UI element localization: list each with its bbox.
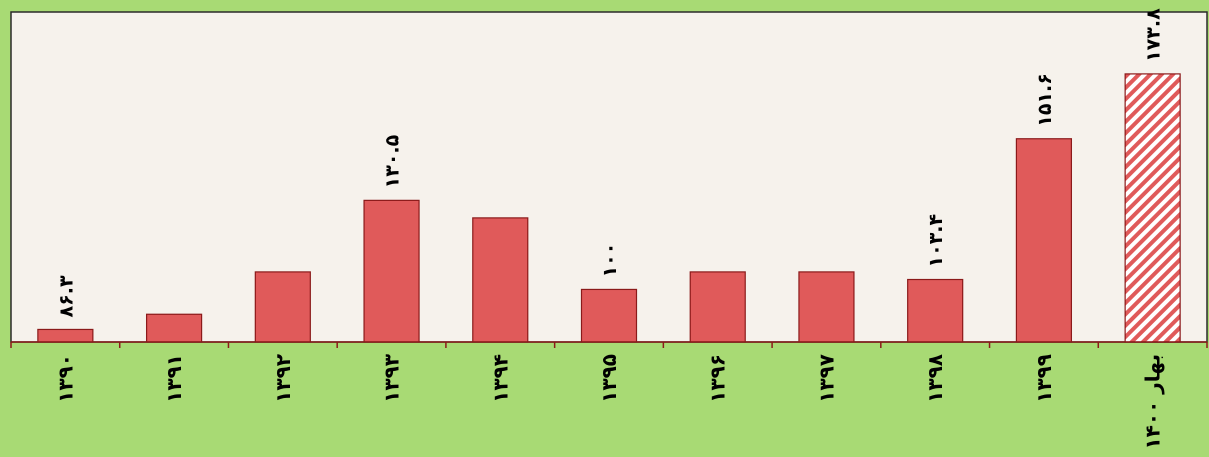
bar xyxy=(907,278,964,343)
x-tick-label: ۱۳۹۶ xyxy=(706,354,730,403)
bar xyxy=(254,271,311,343)
bar xyxy=(145,313,203,343)
x-tick-label: ۱۳۹۲ xyxy=(271,354,295,403)
data-label: ۱۵۱.۶ xyxy=(1034,73,1056,127)
x-tick-label: ۱۳۹۰ xyxy=(53,354,77,403)
data-label: ۱۰۰ xyxy=(599,243,621,278)
x-tick-label: ۱۳۹۸ xyxy=(923,354,947,403)
bar xyxy=(1124,73,1181,343)
data-label: ۱۳۰.۵ xyxy=(382,134,404,188)
x-tick-label: ۱۳۹۷ xyxy=(814,354,838,403)
data-label: ۸۶.۳ xyxy=(55,275,77,317)
x-tick-label: بهار ۱۴۰۰ xyxy=(1141,354,1165,450)
x-tick-label: ۱۳۹۴ xyxy=(488,354,512,403)
data-label: ۱۰۳.۴ xyxy=(925,214,947,268)
x-tick-label: ۱۳۹۹ xyxy=(1032,354,1056,403)
bar xyxy=(580,288,638,343)
bar xyxy=(798,271,855,343)
data-label: ۱۷۳.۸ xyxy=(1143,8,1165,62)
bar xyxy=(472,217,529,343)
bar xyxy=(363,199,420,343)
x-tick-label: ۱۳۹۱ xyxy=(162,354,186,403)
bar xyxy=(689,271,746,343)
x-tick-label: ۱۳۹۵ xyxy=(597,354,621,403)
bar xyxy=(37,328,94,343)
plot-area xyxy=(10,11,1208,343)
x-tick-label: ۱۳۹۳ xyxy=(380,354,404,403)
bar xyxy=(1015,138,1073,343)
